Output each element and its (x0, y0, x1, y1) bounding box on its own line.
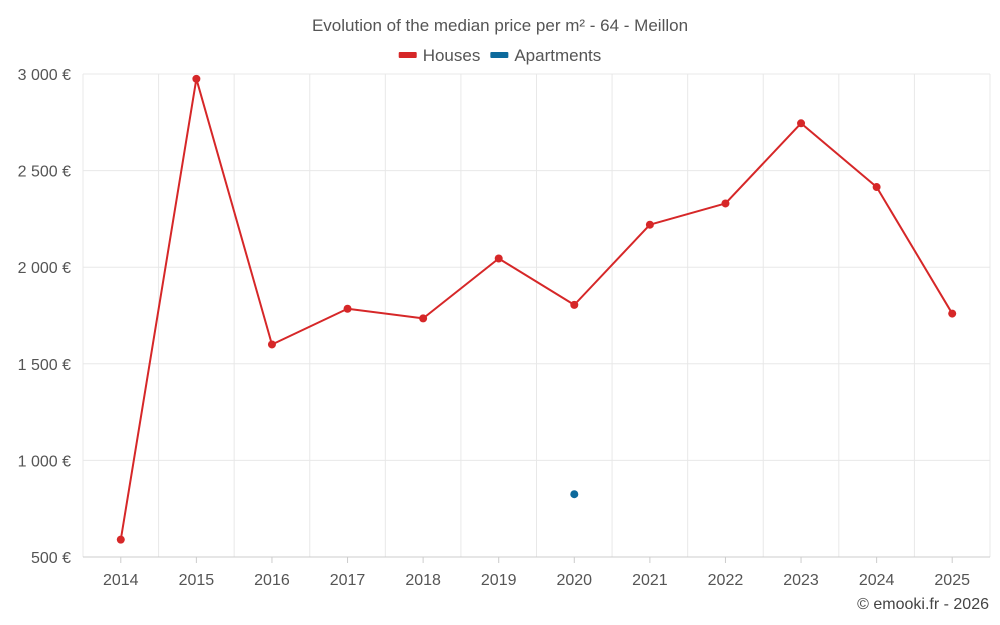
x-tick-label: 2019 (481, 572, 517, 589)
y-tick-label: 1 500 € (18, 357, 71, 374)
data-point-houses[interactable] (797, 119, 806, 128)
data-point-houses[interactable] (267, 340, 276, 349)
y-tick-label: 500 € (31, 550, 71, 567)
y-tick-label: 2 000 € (18, 260, 71, 277)
data-point-houses[interactable] (419, 314, 428, 323)
x-tick-label: 2014 (103, 572, 139, 589)
series-line-houses (119, 77, 954, 540)
legend-swatch-houses[interactable] (398, 52, 417, 58)
x-tick-label: 2017 (330, 572, 366, 589)
x-tick-label: 2024 (859, 572, 895, 589)
data-point-houses[interactable] (192, 74, 201, 83)
x-tick-label: 2021 (632, 572, 668, 589)
data-point-houses[interactable] (721, 199, 730, 208)
data-point-houses[interactable] (494, 254, 503, 263)
x-tick-label: 2020 (556, 572, 592, 589)
data-point-houses[interactable] (948, 309, 957, 318)
y-tick-label: 2 500 € (18, 164, 71, 181)
legend-swatch-apartments[interactable] (490, 52, 509, 58)
credit-text: © emooki.fr - 2026 (857, 596, 989, 613)
chart-title: Evolution of the median price per m² - 6… (312, 16, 688, 35)
data-point-houses[interactable] (570, 300, 579, 309)
data-point-apartments[interactable] (570, 490, 579, 499)
axes: 500 € 1 000 € 1 500 € 2 000 € 2 500 € 3 000 €… (18, 67, 990, 589)
x-tick-label: 2018 (405, 572, 441, 589)
legend-label-houses[interactable]: Houses (423, 46, 481, 65)
x-tick-label: 2016 (254, 572, 290, 589)
legend[interactable]: Houses Apartments (398, 46, 602, 65)
grid (82, 73, 991, 557)
legend-label-apartments[interactable]: Apartments (514, 46, 601, 65)
x-tick-label: 2023 (783, 572, 819, 589)
x-tick-label: 2015 (179, 572, 215, 589)
data-point-houses[interactable] (116, 535, 125, 544)
x-tick-label: 2022 (708, 572, 744, 589)
data-point-houses[interactable] (872, 183, 881, 192)
data-point-houses[interactable] (645, 220, 654, 229)
y-tick-label: 3 000 € (18, 67, 71, 84)
data-point-houses[interactable] (343, 304, 352, 313)
y-tick-label: 1 000 € (18, 453, 71, 470)
x-tick-label: 2025 (934, 572, 970, 589)
series (116, 74, 957, 544)
